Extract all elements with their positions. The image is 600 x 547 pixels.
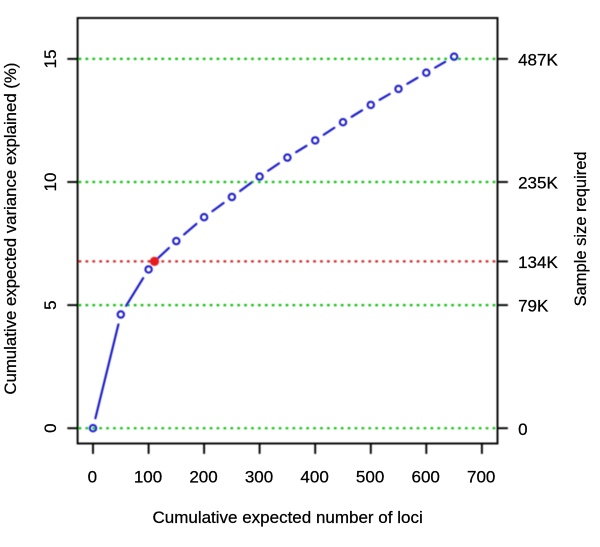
svg-text:200: 200 [189,467,217,486]
svg-text:700: 700 [467,467,495,486]
svg-text:300: 300 [245,467,273,486]
svg-text:400: 400 [300,467,328,486]
svg-text:100: 100 [134,467,162,486]
svg-text:487K: 487K [518,51,558,70]
svg-text:134K: 134K [518,253,558,272]
svg-text:0: 0 [518,420,527,439]
svg-text:Cumulative expected variance e: Cumulative expected variance explained (… [1,63,20,395]
svg-text:15: 15 [41,49,60,68]
svg-text:Sample size required: Sample size required [572,151,590,306]
svg-text:79K: 79K [518,297,549,316]
svg-text:500: 500 [356,467,384,486]
svg-text:Cumulative expected number of: Cumulative expected number of loci [152,508,422,527]
svg-text:0: 0 [88,467,97,486]
svg-text:235K: 235K [518,174,558,193]
svg-text:0: 0 [41,423,60,432]
svg-text:10: 10 [41,173,60,192]
svg-text:600: 600 [412,467,440,486]
svg-text:5: 5 [41,300,60,309]
